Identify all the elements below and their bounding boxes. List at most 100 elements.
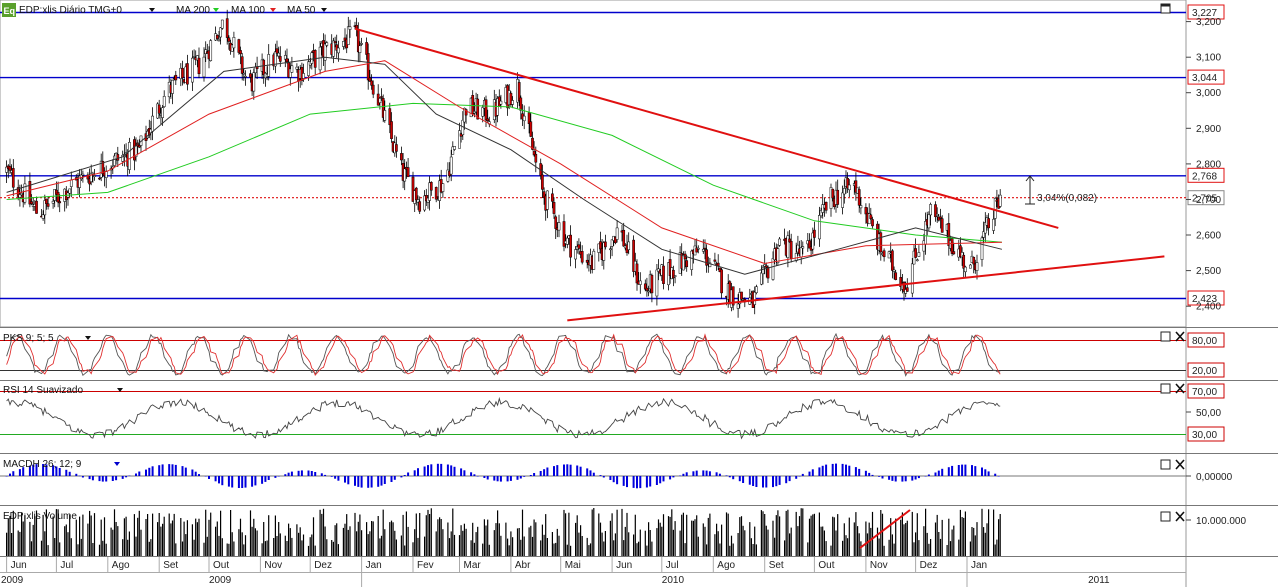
- candle-body: [337, 47, 340, 54]
- close-icon[interactable]: [1175, 459, 1185, 470]
- macd-bar: [354, 476, 356, 486]
- macd-bar: [237, 476, 240, 488]
- macd-bar: [871, 474, 874, 476]
- candle-body: [23, 183, 27, 203]
- macd-panel-buttons[interactable]: [1160, 459, 1185, 470]
- volume-trendline[interactable]: [859, 509, 911, 549]
- close-icon[interactable]: [1175, 331, 1185, 342]
- candle-body: [333, 41, 337, 44]
- level-label: 80,00: [1192, 336, 1217, 347]
- macd-bar: [483, 476, 486, 478]
- y-tick-label: 2,800: [1196, 159, 1221, 170]
- macd-bar: [135, 473, 137, 476]
- measure-label: 3,04%(0,082): [1037, 193, 1097, 204]
- maximize-icon[interactable]: [1160, 331, 1171, 342]
- candle-body: [819, 210, 823, 217]
- macd-bar: [845, 464, 847, 476]
- macd-bar: [835, 463, 837, 476]
- candle-body: [813, 229, 816, 238]
- chevron-down-icon[interactable]: [149, 8, 155, 12]
- candle-body: [857, 189, 861, 206]
- chevron-down-icon[interactable]: [213, 8, 219, 12]
- candle-body: [542, 191, 546, 199]
- candle-body: [242, 72, 246, 75]
- candle-body: [8, 166, 12, 171]
- macd-bar: [808, 471, 811, 476]
- macd-panel-title[interactable]: MACDH 26; 12; 9: [3, 459, 82, 470]
- chevron-down-icon[interactable]: [321, 8, 327, 12]
- close-icon[interactable]: [1175, 383, 1185, 394]
- macd-bar: [181, 466, 184, 476]
- macd-bar: [52, 465, 55, 476]
- chevron-down-icon[interactable]: [85, 336, 91, 340]
- rsi-panel-buttons[interactable]: [1160, 383, 1185, 394]
- trendline[interactable]: [354, 27, 1059, 229]
- macd-bar: [284, 474, 287, 476]
- candle-body: [366, 53, 370, 81]
- maximize-icon[interactable]: [1160, 511, 1171, 522]
- macd-bar: [470, 472, 473, 476]
- y-tick-label: 2,900: [1196, 124, 1221, 135]
- macd-bar: [125, 476, 128, 478]
- candle-body: [104, 171, 108, 178]
- level-price-box: [1187, 4, 1225, 20]
- chevron-down-icon[interactable]: [270, 8, 276, 12]
- candle-body: [562, 221, 566, 247]
- maximize-icon[interactable]: [1160, 3, 1171, 14]
- candle-body: [486, 118, 490, 121]
- chevron-down-icon[interactable]: [117, 388, 123, 392]
- month-label: Jan: [366, 560, 382, 571]
- candle-body: [794, 253, 798, 261]
- macd-bar: [208, 476, 210, 479]
- month-label: Jul: [666, 560, 679, 571]
- candle-body: [708, 262, 712, 268]
- macd-bar: [463, 470, 466, 476]
- measure-tool[interactable]: 3,04%(0,082): [1025, 175, 1097, 205]
- price-panel-title[interactable]: EDP:xlis Diário TMG+0: [19, 5, 122, 16]
- candle-body: [43, 200, 47, 216]
- pks-panel-buttons[interactable]: [1160, 331, 1185, 342]
- macd-bar: [446, 464, 449, 476]
- candle-body: [614, 236, 617, 244]
- pks-panel-title[interactable]: PKS 9; 5; 5: [3, 333, 54, 344]
- volume-panel-buttons[interactable]: [1160, 511, 1185, 522]
- macd-bar: [755, 476, 758, 487]
- month-label: Dez: [920, 560, 938, 571]
- candle-body: [960, 252, 964, 258]
- macd-bar: [231, 476, 234, 488]
- macd-bar: [227, 476, 230, 487]
- candle-body: [914, 248, 917, 258]
- trendline[interactable]: [567, 255, 1165, 322]
- indicator-ma100[interactable]: MA 100: [231, 5, 265, 16]
- macd-bar: [128, 475, 131, 476]
- maximize-icon[interactable]: [1160, 383, 1171, 394]
- macd-bar: [314, 472, 317, 476]
- indicator-ma50[interactable]: MA 50: [287, 5, 316, 16]
- candle-body: [302, 73, 305, 79]
- candle-body: [217, 39, 221, 42]
- chevron-down-icon[interactable]: [114, 462, 120, 466]
- candle-body: [227, 37, 231, 42]
- macd-bar: [290, 471, 293, 476]
- volume-panel-title[interactable]: EDP:xlis Volume: [3, 511, 77, 522]
- macd-bar: [586, 468, 589, 476]
- macd-bar: [533, 473, 536, 476]
- macd-bar: [881, 476, 884, 479]
- macd-bar: [987, 471, 990, 476]
- maximize-icon[interactable]: [1160, 459, 1171, 470]
- indicator-ma200[interactable]: MA 200: [176, 5, 210, 16]
- app-logo: [2, 3, 16, 17]
- y-tick-label: 2,700: [1196, 195, 1221, 206]
- macd-bar: [519, 476, 522, 479]
- candle-body: [645, 287, 649, 291]
- candle-body: [18, 194, 22, 198]
- macd-bar: [380, 476, 383, 486]
- month-label: Set: [769, 560, 784, 571]
- macd-bar: [785, 476, 788, 484]
- candle-body: [937, 216, 941, 221]
- close-icon[interactable]: [1175, 511, 1185, 522]
- macd-bar: [725, 475, 728, 476]
- month-label: Set: [163, 560, 178, 571]
- candle-body: [414, 187, 418, 201]
- rsi-panel-title[interactable]: RSI 14 Suavizado: [3, 385, 83, 396]
